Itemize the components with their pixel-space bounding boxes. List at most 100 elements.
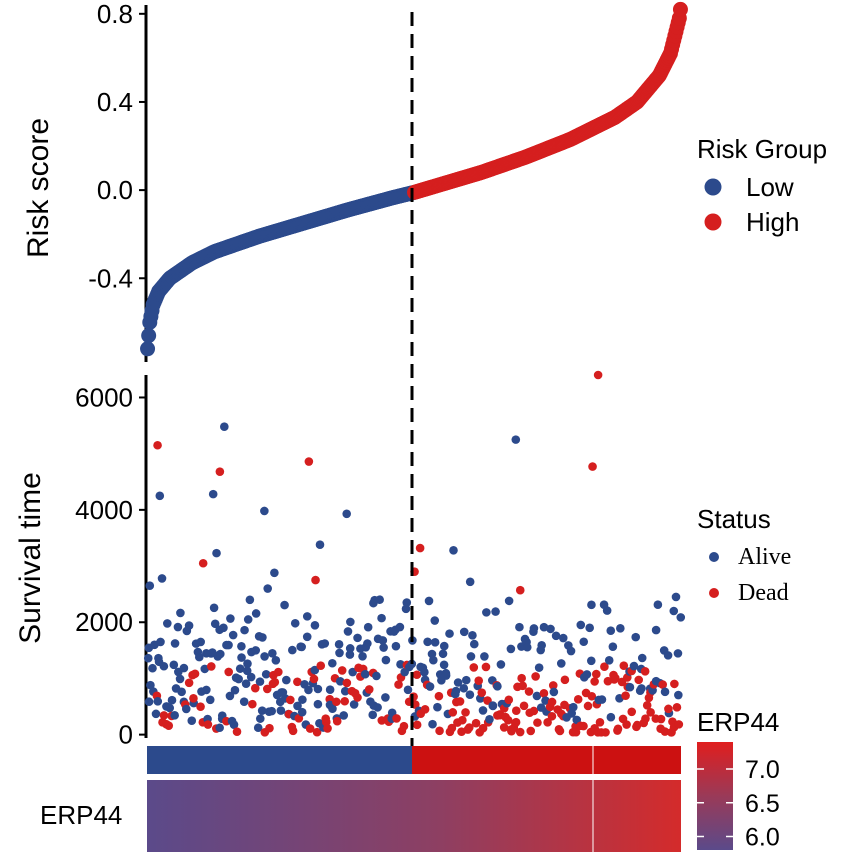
survival-point-alive [243,659,252,668]
survival-point-alive [468,631,477,640]
survival-point-alive [377,613,386,623]
survival-point-alive [237,642,246,651]
survival-point-dead [399,721,409,731]
survival-point-alive [395,622,405,632]
survival-point-alive [566,646,576,656]
survival-point-alive [267,706,277,716]
survival-point-alive [602,606,612,615]
survival-point-alive [290,618,300,628]
survival-point-dead [587,691,597,701]
survival-point-dead [353,693,362,702]
survival-point-alive [586,656,596,666]
survival-point-alive [157,574,167,583]
survival-point-alive [234,674,243,684]
survival-point-alive [375,595,384,604]
group-bar-low [147,746,412,774]
survival-point-alive [181,704,191,714]
survival-point-dead [447,723,457,733]
survival-point-alive [325,685,335,695]
survival-point-dead [265,723,274,733]
expression-colorbar [697,742,733,850]
survival-point-dead [304,457,314,466]
legend-dead-marker [709,588,719,598]
survival-point-alive [251,646,261,655]
survival-point-dead [483,696,492,705]
survival-point-alive [568,702,578,712]
survival-point-dead [547,711,557,721]
survival-point-dead [309,674,319,684]
survival-point-alive [335,677,345,686]
survival-point-dead [184,678,194,688]
survival-point-alive [606,626,616,635]
survival-point-dead [458,715,467,725]
survival-point-dead [316,661,326,671]
survival-point-dead [583,701,593,711]
survival-point-alive [445,629,454,638]
survival-point-dead [190,669,200,679]
survival-point-dead [312,727,322,737]
survival-point-alive [225,691,235,701]
risk-score-points [140,1,688,357]
survival-point-dead [640,667,650,676]
survival-point-alive [163,619,172,628]
survival-point-dead [533,718,542,727]
survival-point-dead [250,683,260,693]
survival-point-alive [491,607,500,616]
survival-point-alive [363,639,372,648]
survival-point-dead [392,714,401,723]
survival-point-alive [328,704,337,713]
colorbar-tick-label: 6.0 [745,824,780,852]
survival-point-alive [420,667,429,677]
survival-point-alive [177,687,186,697]
survival-point-alive [345,644,355,653]
survival-point-alive [219,623,228,633]
survival-point-alive [148,663,157,673]
survival-point-alive [669,606,679,616]
survival-point-alive [461,675,471,685]
survival-point-alive [529,624,539,633]
survival-point-alive [145,581,155,591]
survival-point-alive [423,637,432,647]
survival-y-label: Survival time [14,472,47,644]
survival-point-alive [556,659,566,668]
survival-point-alive [167,695,177,705]
survival-point-alive [176,608,185,618]
survival-point-dead [660,727,670,736]
survival-point-alive [226,614,235,623]
survival-point-dead [337,666,347,675]
survival-point-alive [251,609,261,618]
survival-point-alive [228,630,238,640]
legend-high-marker [704,213,722,231]
survival-point-alive [293,701,302,711]
survival-point-alive [451,686,461,696]
survival-point-alive [439,641,449,651]
risk-score-panel: 0.8 0.4 0.0 -0.4 Risk score [22,0,688,362]
survival-point-alive [229,720,239,729]
survival-point-alive [369,598,378,608]
legend-low-label: Low [746,172,794,202]
survival-point-alive [579,637,589,647]
survival-point-alive [345,650,355,659]
survival-point-dead [619,661,629,670]
survival-point-dead [420,705,430,714]
survival-point-dead [196,702,205,711]
survival-point-alive [257,706,267,715]
survival-point-dead [621,691,630,700]
survival-point-alive [202,685,211,695]
survival-point-dead [573,695,583,704]
survival-point-alive [425,682,435,691]
survival-point-dead [474,676,484,685]
survival-point-alive [625,682,635,692]
survival-point-dead [342,678,352,688]
survival-point-dead [548,681,558,690]
survival-point-alive [255,677,265,686]
survival-point-alive [349,700,359,709]
survival-point-alive [597,695,607,704]
survival-point-alive [391,641,401,651]
survival-points [143,370,686,737]
survival-point-alive [280,600,289,610]
survival-point-dead [477,688,487,697]
survival-point-dead [198,558,208,568]
survival-point-alive [288,645,297,655]
